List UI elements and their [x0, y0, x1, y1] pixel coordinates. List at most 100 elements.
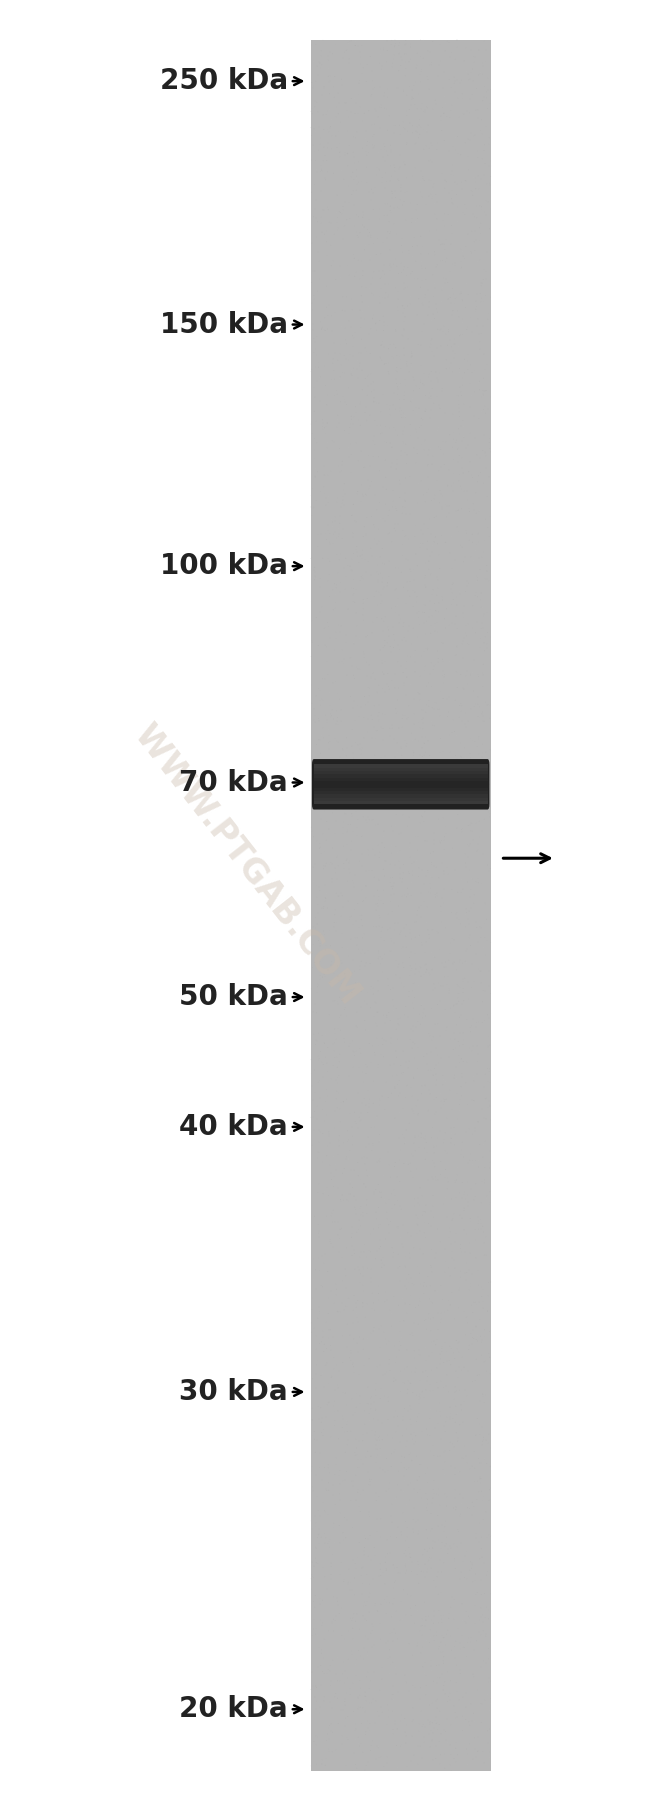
Point: [412, 900, 423, 929]
Point: [478, 1130, 489, 1159]
Point: [354, 701, 364, 730]
Point: [351, 1109, 361, 1138]
Point: [352, 364, 363, 393]
Point: [395, 343, 405, 371]
Point: [402, 247, 413, 276]
Point: [417, 317, 427, 346]
Point: [325, 61, 335, 90]
Point: [313, 182, 323, 211]
Point: [477, 1372, 488, 1401]
Point: [423, 570, 434, 599]
Point: [393, 1513, 403, 1542]
Point: [458, 986, 469, 1015]
Point: [337, 1744, 348, 1772]
Point: [367, 723, 377, 752]
Point: [414, 1305, 424, 1334]
Point: [473, 1711, 484, 1740]
Point: [410, 1030, 420, 1058]
Point: [316, 1639, 326, 1668]
Point: [389, 909, 400, 938]
Point: [376, 999, 386, 1028]
Point: [322, 516, 333, 545]
Point: [442, 1174, 452, 1203]
Point: [374, 1127, 384, 1156]
Point: [309, 124, 320, 153]
Point: [439, 1094, 449, 1123]
Point: [395, 1078, 406, 1107]
Point: [419, 436, 429, 465]
Point: [402, 1219, 413, 1248]
Point: [372, 1506, 382, 1534]
Bar: [311, 40, 491, 1771]
Point: [369, 132, 380, 160]
Point: [434, 489, 445, 517]
Point: [434, 1525, 444, 1554]
Point: [417, 85, 427, 114]
Point: [471, 1291, 482, 1320]
Point: [399, 1466, 410, 1495]
Point: [485, 1031, 495, 1060]
Point: [413, 469, 424, 498]
Point: [436, 1578, 446, 1606]
Point: [384, 889, 395, 918]
Point: [393, 952, 403, 981]
Point: [441, 882, 451, 911]
Point: [430, 162, 440, 191]
Point: [337, 986, 347, 1015]
Point: [459, 1181, 469, 1210]
Point: [314, 959, 324, 988]
Point: [375, 1549, 385, 1578]
Point: [400, 1129, 411, 1158]
Point: [324, 916, 335, 945]
Point: [412, 757, 423, 786]
Point: [315, 847, 325, 876]
Point: [319, 1520, 330, 1549]
Point: [462, 763, 472, 792]
Point: [445, 737, 456, 766]
Point: [422, 1084, 433, 1112]
Point: [481, 737, 491, 766]
Point: [429, 1093, 439, 1121]
Point: [427, 254, 437, 283]
Point: [394, 1255, 404, 1284]
Point: [352, 537, 362, 566]
Point: [480, 891, 491, 920]
Point: [485, 251, 495, 279]
Point: [406, 1747, 416, 1776]
Point: [328, 247, 339, 276]
Point: [396, 258, 407, 287]
Point: [457, 1716, 467, 1745]
Point: [358, 802, 369, 831]
Point: [368, 123, 378, 151]
Point: [324, 496, 335, 525]
Point: [395, 43, 406, 72]
Point: [315, 564, 326, 593]
Point: [393, 1558, 404, 1587]
Point: [332, 413, 342, 442]
Point: [417, 1621, 428, 1650]
Point: [442, 1653, 452, 1682]
Point: [423, 1096, 434, 1125]
Point: [325, 1753, 335, 1781]
Point: [467, 1367, 478, 1396]
Point: [417, 263, 428, 292]
Point: [378, 1085, 389, 1114]
Point: [356, 314, 366, 343]
Point: [382, 772, 393, 801]
Point: [335, 568, 346, 597]
Point: [358, 1477, 369, 1506]
Point: [462, 1219, 472, 1248]
Point: [480, 505, 491, 534]
Point: [477, 959, 488, 988]
Point: [474, 1462, 485, 1491]
Point: [377, 168, 387, 197]
Point: [309, 1727, 319, 1756]
Point: [354, 1053, 364, 1082]
Point: [459, 1195, 469, 1224]
Point: [355, 1194, 365, 1222]
Point: [383, 945, 393, 974]
Point: [402, 618, 412, 647]
Point: [383, 1084, 393, 1112]
Point: [476, 615, 486, 644]
Point: [397, 757, 408, 786]
